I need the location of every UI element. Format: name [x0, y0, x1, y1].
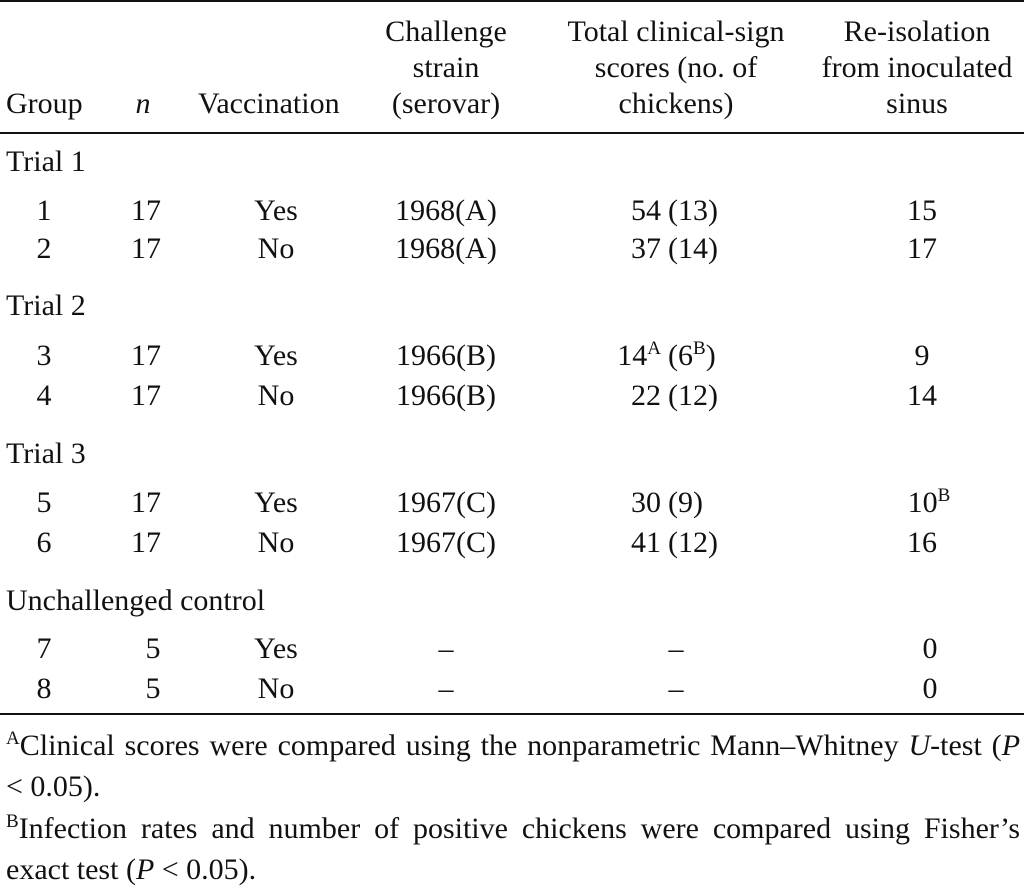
cell-n: 17	[131, 486, 161, 519]
cell-score: –	[668, 672, 684, 705]
cell-vaccination: No	[257, 379, 295, 412]
cell-n: 5	[145, 632, 161, 665]
cell-strain: 1966(B)	[396, 379, 496, 412]
header-challenge-1: Challenge	[385, 15, 507, 48]
header-scores-1: Total clinical-sign	[567, 15, 785, 48]
cell-vaccination: Yes	[254, 339, 298, 372]
section-label: Unchallenged control	[6, 584, 266, 617]
cell-reisolation: 16	[907, 526, 937, 559]
header-reisolation-1: Re-isolation	[843, 15, 991, 48]
cell-reisolation: 15	[907, 194, 937, 227]
header-reisolation-2: from inoculated	[821, 51, 1013, 84]
cell-strain: 1967(C)	[396, 486, 496, 519]
cell-score: 30	[631, 486, 661, 519]
cell-group: 6	[36, 526, 52, 559]
cell-n: 17	[131, 379, 161, 412]
header-challenge-3: (serovar)	[391, 87, 501, 120]
cell-count: (12)	[668, 379, 718, 412]
cell-score: 41	[631, 526, 661, 559]
cell-vaccination: No	[257, 672, 295, 705]
cell-strain: 1968(A)	[395, 194, 497, 227]
cell-n: 5	[145, 672, 161, 705]
footnote-mark: B	[693, 338, 706, 359]
cell-count: (14)	[668, 232, 718, 265]
cell-reisolation: 14	[907, 379, 937, 412]
cell-score: 14A	[617, 338, 661, 372]
cell-n: 17	[131, 526, 161, 559]
cell-strain: 1966(B)	[396, 339, 496, 372]
cell-vaccination: Yes	[254, 486, 298, 519]
section-label: Trial 2	[6, 289, 86, 322]
header-scores-2: scores (no. of	[594, 51, 758, 84]
cell-vaccination: Yes	[254, 194, 298, 227]
cell-score: –	[668, 632, 684, 665]
cell-count: (12)	[668, 526, 718, 559]
cell-group: 3	[36, 339, 52, 372]
cell-count: (6B)	[668, 338, 716, 372]
header-group: Group	[6, 87, 83, 120]
cell-n: 17	[131, 232, 161, 265]
cell-strain: –	[438, 632, 454, 665]
cell-score: 22	[631, 379, 661, 412]
section-label: Trial 3	[6, 437, 86, 470]
cell-vaccination: Yes	[254, 632, 298, 665]
header-n: n	[135, 87, 151, 120]
footnote-mark: A	[647, 338, 661, 359]
cell-group: 4	[36, 379, 52, 412]
header-rule	[0, 132, 1024, 134]
header-reisolation-3: sinus	[886, 87, 948, 120]
cell-reisolation: 0	[922, 632, 938, 665]
cell-reisolation: 0	[922, 672, 938, 705]
cell-score: 54	[631, 194, 661, 227]
cell-strain: 1967(C)	[396, 526, 496, 559]
footnote-mark: A	[6, 728, 20, 749]
footnote-mark: B	[6, 811, 19, 832]
cell-reisolation: 17	[907, 232, 937, 265]
footnote-a: AClinical scores were compared using the…	[6, 728, 1021, 803]
cell-n: 17	[131, 339, 161, 372]
footnote-mark: B	[937, 485, 951, 506]
section-label: Trial 1	[6, 145, 86, 178]
cell-vaccination: No	[257, 232, 295, 265]
cell-group: 8	[36, 672, 52, 705]
cell-strain: 1968(A)	[395, 232, 497, 265]
footnote-b: BInfection rates and number of positive …	[6, 811, 1020, 886]
cell-group: 1	[36, 194, 52, 227]
cell-count: (9)	[668, 486, 703, 519]
cell-group: 2	[36, 232, 52, 265]
bottom-rule	[0, 713, 1024, 715]
cell-reisolation: 9	[914, 339, 930, 372]
header-challenge-2: strain	[412, 51, 480, 84]
cell-strain: –	[438, 672, 454, 705]
cell-score: 37	[631, 232, 661, 265]
cell-reisolation: 10B	[907, 485, 951, 519]
header-scores-3: chickens)	[618, 87, 734, 120]
cell-group: 5	[36, 486, 52, 519]
header-vaccination: Vaccination	[198, 87, 340, 120]
cell-n: 17	[131, 194, 161, 227]
cell-count: (13)	[668, 194, 718, 227]
top-rule	[0, 0, 1024, 2]
cell-vaccination: No	[257, 526, 295, 559]
cell-group: 7	[36, 632, 52, 665]
